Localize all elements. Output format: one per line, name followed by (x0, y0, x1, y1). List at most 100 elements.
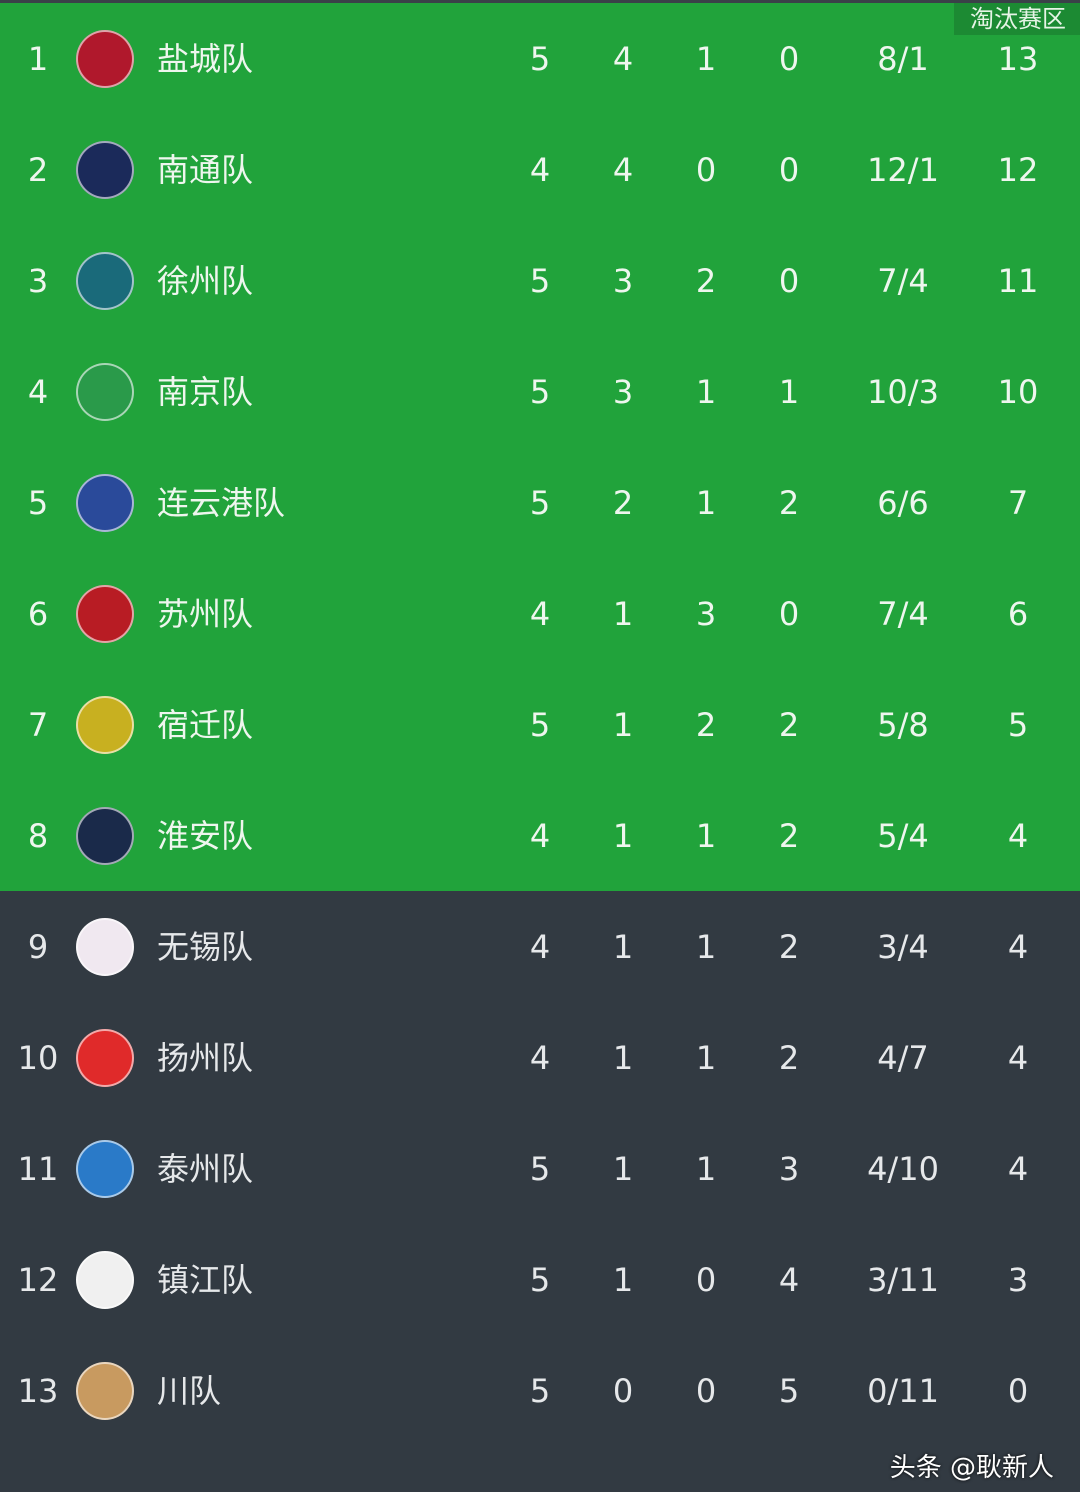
team-logo-icon (76, 1361, 134, 1420)
goals-cell: 12/1 (867, 150, 939, 189)
played-cell: 5 (529, 1371, 551, 1410)
table-row[interactable]: 2 南通队 4 4 0 0 12/1 12 (0, 114, 1080, 225)
draws-cell: 1 (695, 372, 717, 411)
draws-cell: 0 (695, 1371, 717, 1410)
rank-cell: 6 (27, 594, 49, 633)
rank-cell: 12 (17, 1260, 59, 1299)
goals-cell: 3/11 (867, 1260, 939, 1299)
goals-cell: 5/8 (877, 705, 929, 744)
wins-cell: 0 (612, 1371, 634, 1410)
wins-cell: 2 (612, 483, 634, 522)
table-row[interactable]: 1 盐城队 5 4 1 0 8/1 13 (0, 3, 1080, 114)
rank-cell: 13 (17, 1371, 59, 1410)
draws-cell: 1 (695, 483, 717, 522)
draws-cell: 3 (695, 594, 717, 633)
table-row[interactable]: 5 连云港队 5 2 1 2 6/6 7 (0, 447, 1080, 558)
points-cell: 11 (997, 261, 1039, 300)
played-cell: 5 (529, 1260, 551, 1299)
points-cell: 6 (1007, 594, 1029, 633)
losses-cell: 0 (778, 150, 800, 189)
rank-cell: 7 (27, 705, 49, 744)
points-cell: 3 (1007, 1260, 1029, 1299)
draws-cell: 1 (695, 1149, 717, 1188)
points-cell: 4 (1007, 816, 1029, 855)
wins-cell: 4 (612, 150, 634, 189)
table-row[interactable]: 9 无锡队 4 1 1 2 3/4 4 (0, 891, 1080, 1002)
draws-cell: 1 (695, 39, 717, 78)
goals-cell: 5/4 (877, 816, 929, 855)
team-name: 无锡队 (157, 927, 254, 966)
wins-cell: 1 (612, 816, 634, 855)
table-row[interactable]: 8 淮安队 4 1 1 2 5/4 4 (0, 780, 1080, 891)
losses-cell: 2 (778, 705, 800, 744)
played-cell: 5 (529, 39, 551, 78)
rank-cell: 5 (27, 483, 49, 522)
draws-cell: 2 (695, 261, 717, 300)
played-cell: 4 (529, 927, 551, 966)
team-logo-icon (76, 806, 134, 865)
rank-cell: 4 (27, 372, 49, 411)
team-name: 淮安队 (157, 816, 254, 855)
team-logo-icon (76, 1139, 134, 1198)
played-cell: 5 (529, 261, 551, 300)
goals-cell: 3/4 (877, 927, 929, 966)
table-row[interactable]: 7 宿迁队 5 1 2 2 5/8 5 (0, 669, 1080, 780)
played-cell: 5 (529, 1149, 551, 1188)
draws-cell: 1 (695, 927, 717, 966)
table-row[interactable]: 10 扬州队 4 1 1 2 4/7 4 (0, 1002, 1080, 1113)
team-logo-icon (76, 1028, 134, 1087)
team-logo-icon (76, 1250, 134, 1309)
table-row[interactable]: 3 徐州队 5 3 2 0 7/4 11 (0, 225, 1080, 336)
goals-cell: 8/1 (877, 39, 929, 78)
played-cell: 4 (529, 150, 551, 189)
played-cell: 4 (529, 816, 551, 855)
team-logo-icon (76, 251, 134, 310)
rank-cell: 10 (17, 1038, 59, 1077)
losses-cell: 2 (778, 483, 800, 522)
played-cell: 5 (529, 705, 551, 744)
rank-cell: 3 (27, 261, 49, 300)
wins-cell: 3 (612, 372, 634, 411)
rank-cell: 1 (27, 39, 49, 78)
goals-cell: 10/3 (867, 372, 939, 411)
table-row[interactable]: 4 南京队 5 3 1 1 10/3 10 (0, 336, 1080, 447)
rank-cell: 9 (27, 927, 49, 966)
wins-cell: 1 (612, 1260, 634, 1299)
losses-cell: 1 (778, 372, 800, 411)
team-name: 南京队 (157, 372, 254, 411)
wins-cell: 4 (612, 39, 634, 78)
points-cell: 4 (1007, 927, 1029, 966)
draws-cell: 2 (695, 705, 717, 744)
team-logo-icon (76, 140, 134, 199)
table-row[interactable]: 11 泰州队 5 1 1 3 4/10 4 (0, 1113, 1080, 1224)
team-name: 苏州队 (157, 594, 254, 633)
losses-cell: 2 (778, 816, 800, 855)
team-logo-icon (76, 362, 134, 421)
losses-cell: 2 (778, 1038, 800, 1077)
team-name: 徐州队 (157, 261, 254, 300)
team-name: 盐城队 (157, 39, 254, 78)
draws-cell: 1 (695, 816, 717, 855)
table-row[interactable]: 12 镇江队 5 1 0 4 3/11 3 (0, 1224, 1080, 1335)
draws-cell: 1 (695, 1038, 717, 1077)
losses-cell: 0 (778, 261, 800, 300)
losses-cell: 2 (778, 927, 800, 966)
wins-cell: 1 (612, 594, 634, 633)
watermark-credit: 头条 @耿新人 (889, 1453, 1054, 1483)
team-logo-icon (76, 917, 134, 976)
wins-cell: 1 (612, 1149, 634, 1188)
team-logo-icon (76, 584, 134, 643)
wins-cell: 1 (612, 927, 634, 966)
table-row[interactable]: 6 苏州队 4 1 3 0 7/4 6 (0, 558, 1080, 669)
team-name: 连云港队 (157, 483, 286, 522)
points-cell: 0 (1007, 1371, 1029, 1410)
played-cell: 4 (529, 1038, 551, 1077)
table-row[interactable]: 13 川队 5 0 0 5 0/11 0 (0, 1335, 1080, 1446)
losses-cell: 4 (778, 1260, 800, 1299)
losses-cell: 5 (778, 1371, 800, 1410)
zone-label: 淘汰赛区 (954, 3, 1080, 35)
team-name: 川队 (157, 1371, 222, 1410)
team-name: 镇江队 (157, 1260, 254, 1299)
goals-cell: 7/4 (877, 261, 929, 300)
team-name: 宿迁队 (157, 705, 254, 744)
